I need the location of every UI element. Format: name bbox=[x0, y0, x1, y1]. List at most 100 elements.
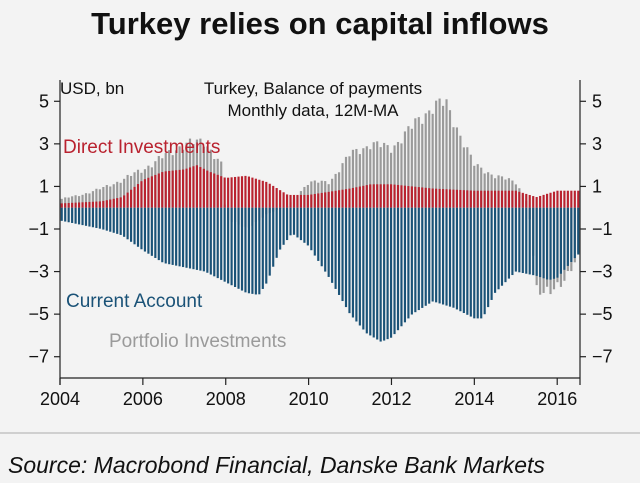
current-account-bar bbox=[67, 207, 70, 223]
current-account-bar bbox=[393, 207, 396, 335]
current-account-bar bbox=[334, 207, 337, 289]
current-account-bar bbox=[272, 207, 275, 267]
y-tick-label-right: −5 bbox=[592, 304, 613, 324]
current-account-bar bbox=[542, 207, 545, 279]
current-account-bar bbox=[64, 207, 67, 222]
direct-investments-label: Direct Investments bbox=[63, 137, 220, 158]
current-account-bar bbox=[358, 207, 361, 326]
portfolio-bar bbox=[386, 145, 389, 208]
current-account-bar bbox=[282, 207, 285, 245]
direct-investment-bar bbox=[566, 190, 569, 208]
direct-investment-bar bbox=[351, 187, 355, 208]
unit-label: USD, bn bbox=[60, 79, 124, 98]
current-account-bar bbox=[233, 207, 237, 287]
portfolio-bar bbox=[466, 147, 469, 208]
current-account-bar bbox=[362, 207, 365, 330]
current-account-bar bbox=[355, 207, 358, 322]
portfolio-bar bbox=[469, 154, 472, 208]
current-account-bar bbox=[119, 207, 122, 235]
current-account-bar bbox=[192, 207, 195, 270]
y-tick-label-left: 1 bbox=[39, 176, 49, 196]
direct-investment-bar bbox=[542, 194, 545, 208]
current-account-bar bbox=[88, 207, 91, 227]
current-account-bar bbox=[188, 207, 192, 269]
portfolio-bar bbox=[126, 174, 129, 208]
current-account-bar bbox=[261, 207, 264, 289]
portfolio-bar bbox=[77, 196, 81, 208]
direct-investment-bars bbox=[60, 165, 580, 208]
direct-investment-bar bbox=[403, 185, 407, 208]
direct-investment-bar bbox=[514, 190, 517, 208]
direct-investment-bar bbox=[334, 190, 337, 208]
current-account-bar bbox=[428, 207, 431, 304]
current-account-bar bbox=[317, 207, 320, 261]
direct-investment-bar bbox=[306, 194, 309, 208]
portfolio-bar bbox=[98, 189, 101, 208]
direct-investment-bar bbox=[556, 190, 559, 208]
direct-investment-bar bbox=[369, 184, 372, 208]
current-account-bar bbox=[566, 207, 569, 266]
current-account-bar bbox=[407, 207, 410, 319]
current-account-bar bbox=[327, 207, 330, 277]
current-account-bar bbox=[500, 207, 504, 286]
direct-investment-bar bbox=[455, 189, 459, 208]
direct-investment-bar bbox=[535, 197, 538, 208]
direct-investment-bar bbox=[459, 189, 462, 208]
direct-investment-bar bbox=[199, 167, 202, 208]
direct-investment-bar bbox=[133, 186, 136, 208]
portfolio-bar bbox=[74, 195, 77, 208]
current-account-bar bbox=[285, 207, 289, 241]
source-note: Source: Macrobond Financial, Danske Bank… bbox=[8, 452, 545, 478]
direct-investment-bar bbox=[185, 168, 188, 208]
direct-investment-bar bbox=[84, 202, 88, 208]
direct-investment-bar bbox=[258, 179, 261, 208]
direct-investment-bar bbox=[577, 190, 580, 208]
current-account-bar bbox=[344, 207, 348, 308]
axes bbox=[54, 80, 586, 385]
x-tick-label: 2012 bbox=[371, 389, 411, 409]
portfolio-bar bbox=[417, 117, 420, 208]
direct-investment-bar bbox=[552, 191, 556, 208]
current-account-bar bbox=[476, 207, 479, 319]
direct-investment-bar bbox=[206, 170, 209, 208]
direct-investment-bar bbox=[393, 184, 396, 208]
current-account-bar bbox=[185, 207, 188, 268]
portfolio-bar bbox=[424, 113, 427, 208]
current-account-bar bbox=[455, 207, 459, 310]
portfolio-bar bbox=[64, 197, 67, 208]
current-account-bar bbox=[514, 207, 517, 272]
current-account-bar bbox=[268, 207, 271, 276]
portfolio-bar bbox=[383, 142, 386, 208]
portfolio-bar bbox=[445, 99, 448, 208]
direct-investment-bar bbox=[129, 189, 133, 208]
portfolio-investments-label: Portfolio Investments bbox=[109, 331, 286, 352]
direct-investment-bar bbox=[60, 203, 63, 208]
chart-title: Turkey relies on capital inflows bbox=[91, 6, 549, 41]
direct-investment-bar bbox=[220, 176, 223, 208]
direct-investment-bar bbox=[528, 194, 531, 208]
direct-investment-bar bbox=[105, 200, 108, 208]
current-account-bar bbox=[351, 207, 355, 318]
current-account-bar bbox=[573, 207, 576, 259]
direct-investment-bar bbox=[202, 168, 205, 208]
current-account-bar bbox=[452, 207, 455, 308]
direct-investment-bar bbox=[424, 187, 427, 208]
direct-investment-bar bbox=[431, 188, 434, 208]
direct-investment-bar bbox=[386, 184, 389, 208]
current-account-bar bbox=[448, 207, 452, 307]
x-tick-label: 2006 bbox=[123, 389, 163, 409]
current-account-bar bbox=[389, 207, 393, 338]
direct-investment-bar bbox=[119, 197, 122, 208]
direct-investment-bar bbox=[102, 200, 105, 208]
direct-investment-bar bbox=[88, 201, 91, 208]
portfolio-bar bbox=[362, 148, 365, 208]
current-account-bar bbox=[507, 207, 511, 279]
direct-investment-bar bbox=[511, 190, 514, 208]
current-account-bar bbox=[199, 207, 202, 271]
direct-investment-bar bbox=[140, 181, 143, 208]
current-account-bar bbox=[462, 207, 465, 314]
x-tick-label: 2004 bbox=[40, 389, 80, 409]
direct-investment-bar bbox=[563, 190, 566, 208]
direct-investment-bar bbox=[213, 173, 216, 208]
direct-investment-bar bbox=[95, 201, 98, 208]
